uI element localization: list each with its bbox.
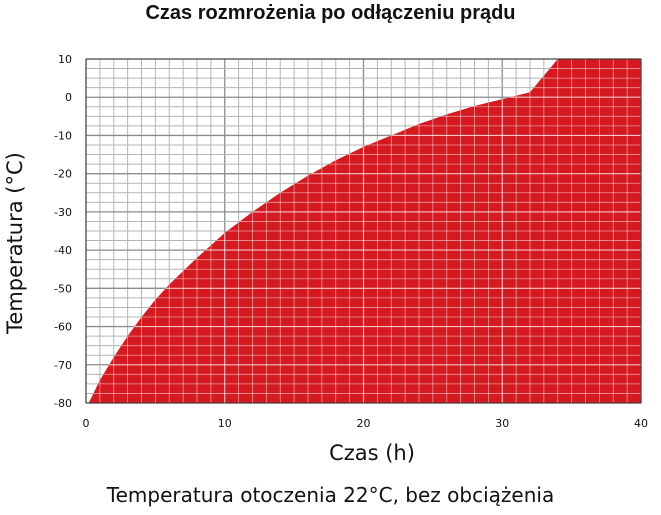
plot-frame — [85, 58, 642, 404]
x-tick-label: 40 — [634, 417, 648, 430]
chart-subtitle: Temperatura otoczenia 22°C, bez obciążen… — [106, 483, 555, 507]
chart-title: Czas rozmrożenia po odłączeniu prądu — [145, 2, 516, 24]
y-tick-label: -80 — [54, 397, 72, 410]
x-tick-label: 0 — [83, 417, 90, 430]
x-tick-label: 30 — [495, 417, 509, 430]
y-axis-label: Temperatura (°C) — [3, 152, 27, 335]
y-tick-label: 10 — [58, 53, 72, 66]
y-tick-label: -10 — [54, 129, 72, 142]
y-tick-label: -30 — [54, 206, 72, 219]
y-tick-label: 0 — [65, 91, 72, 104]
x-axis-ticks: 0 10 20 30 40 — [83, 417, 649, 430]
y-tick-label: -40 — [54, 244, 72, 257]
x-tick-label: 10 — [218, 417, 232, 430]
x-axis-label: Czas (h) — [329, 441, 415, 465]
y-tick-label: -60 — [54, 321, 72, 334]
y-tick-label: -70 — [54, 359, 72, 372]
x-tick-label: 20 — [357, 417, 371, 430]
y-axis-ticks: 10 0 -10 -20 -30 -40 -50 -60 -70 -80 — [54, 53, 72, 410]
y-tick-label: -50 — [54, 282, 72, 295]
y-tick-label: -20 — [54, 168, 72, 181]
